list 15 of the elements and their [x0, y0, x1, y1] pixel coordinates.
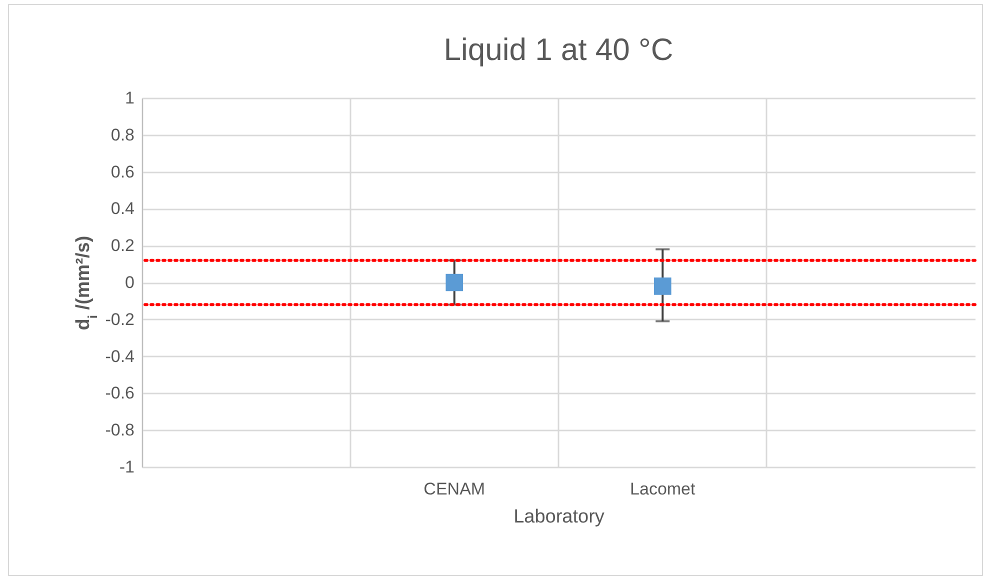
y-tick-label: 0 [125, 273, 134, 292]
x-tick-label: Lacomet [630, 480, 696, 498]
y-tick-label: -0.8 [105, 420, 134, 440]
y-tick-label: 1 [125, 88, 134, 108]
y-tick-label: -0.6 [105, 384, 134, 403]
y-tick-label: -0.4 [105, 346, 134, 366]
y-tick-label: 0.2 [110, 236, 134, 256]
x-tick-label: CENAM [424, 480, 486, 498]
x-axis-title: Laboratory [514, 506, 605, 528]
y-tick-label: -0.2 [105, 310, 134, 329]
y-tick-label: 0.6 [110, 162, 134, 182]
y-tick-label: -1 [119, 458, 134, 476]
y-tick-label: 0.4 [110, 199, 134, 218]
y-tick-label: 0.8 [110, 125, 134, 144]
chart-title: Liquid 1 at 40 °C [444, 32, 674, 67]
